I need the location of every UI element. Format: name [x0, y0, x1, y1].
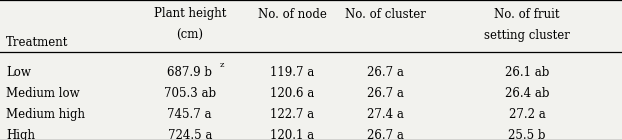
Text: 26.7 a: 26.7 a	[367, 66, 404, 79]
Text: 26.7 a: 26.7 a	[367, 129, 404, 140]
Text: 120.1 a: 120.1 a	[271, 129, 314, 140]
Text: 122.7 a: 122.7 a	[271, 108, 314, 121]
Text: 745.7 a: 745.7 a	[167, 108, 212, 121]
Text: (cm): (cm)	[176, 29, 203, 41]
Text: 25.5 b: 25.5 b	[508, 129, 546, 140]
Text: No. of fruit: No. of fruit	[494, 8, 560, 20]
Text: 27.4 a: 27.4 a	[367, 108, 404, 121]
Text: Treatment: Treatment	[6, 36, 68, 48]
Text: 27.2 a: 27.2 a	[509, 108, 545, 121]
Text: 724.5 a: 724.5 a	[167, 129, 212, 140]
Text: Medium low: Medium low	[6, 87, 80, 100]
Text: setting cluster: setting cluster	[484, 29, 570, 41]
Text: 687.9 b: 687.9 b	[167, 66, 212, 79]
Text: No. of cluster: No. of cluster	[345, 8, 426, 20]
Text: z: z	[220, 61, 224, 69]
Text: Low: Low	[6, 66, 31, 79]
Text: 119.7 a: 119.7 a	[270, 66, 315, 79]
Text: 705.3 ab: 705.3 ab	[164, 87, 216, 100]
Text: High: High	[6, 129, 35, 140]
Text: 120.6 a: 120.6 a	[270, 87, 315, 100]
Text: 26.1 ab: 26.1 ab	[505, 66, 549, 79]
Text: No. of node: No. of node	[258, 8, 327, 20]
Text: Medium high: Medium high	[6, 108, 85, 121]
Text: Plant height: Plant height	[154, 8, 226, 20]
Text: 26.4 ab: 26.4 ab	[505, 87, 549, 100]
Text: 26.7 a: 26.7 a	[367, 87, 404, 100]
